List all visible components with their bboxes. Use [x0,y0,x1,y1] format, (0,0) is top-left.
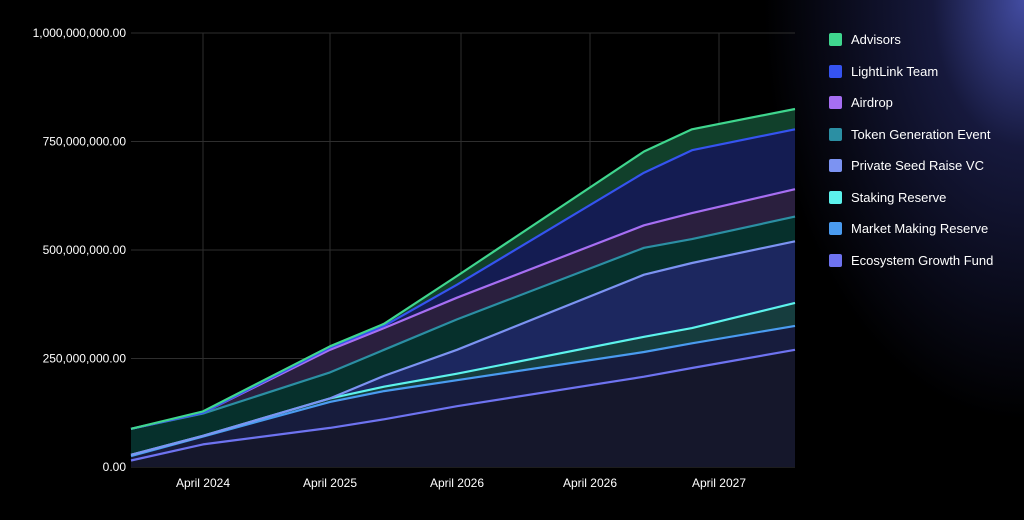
legend-swatch-lightlink-team [829,64,842,78]
legend-swatch-airdrop [829,96,842,110]
legend-swatch-market-making-reserve [829,222,842,236]
legend-label: Staking Reserve [851,189,947,205]
legend-label: Private Seed Raise VC [851,158,984,174]
legend-item-advisors[interactable]: Advisors [829,24,993,56]
line-private-seed-raise-vc [130,240,796,456]
x-tick-label: April 2024 [176,476,230,490]
line-advisors [130,107,796,430]
legend-label: Airdrop [851,95,893,111]
x-tick-label: April 2026 [563,476,617,490]
series-lines [130,107,796,462]
legend-item-ecosystem-growth-fund[interactable]: Ecosystem Growth Fund [829,245,993,277]
line-token-generation-event [130,215,796,430]
legend-label: Market Making Reserve [851,221,989,237]
x-tick-label: April 2026 [430,476,484,490]
legend-item-lightlink-team[interactable]: LightLink Team [829,56,993,88]
area-fills [131,109,795,468]
legend-swatch-staking-reserve [829,190,842,204]
legend-item-airdrop[interactable]: Airdrop [829,87,993,119]
y-tick-label: 250,000,000.00 [43,352,127,366]
y-tick-label: 0.00 [103,460,127,474]
legend-swatch-token-generation-event [829,127,842,141]
axes: 0.00 250,000,000.00 500,000,000.00 750,000,… [33,26,747,490]
legend-label: Advisors [851,32,901,48]
line-market-making-reserve [130,324,796,458]
legend-label: LightLink Team [851,63,939,79]
legend-swatch-advisors [829,33,842,47]
y-tick-label: 750,000,000.00 [43,135,127,149]
legend-item-staking-reserve[interactable]: Staking Reserve [829,182,993,214]
legend: Advisors LightLink Team Airdrop Token Ge… [829,24,993,276]
line-lightlink-team [130,128,796,430]
x-tick-label: April 2027 [692,476,746,490]
x-tick-label: April 2025 [303,476,357,490]
y-tick-label: 500,000,000.00 [43,243,127,257]
y-tick-label: 1,000,000,000.00 [33,26,127,40]
legend-item-token-generation-event[interactable]: Token Generation Event [829,119,993,151]
line-ecosystem-growth-fund [130,348,796,462]
legend-item-private-seed-raise-vc[interactable]: Private Seed Raise VC [829,150,993,182]
legend-label: Ecosystem Growth Fund [851,252,994,268]
legend-swatch-private-seed-raise-vc [829,159,842,173]
legend-swatch-ecosystem-growth-fund [829,253,842,267]
legend-item-market-making-reserve[interactable]: Market Making Reserve [829,213,993,245]
legend-label: Token Generation Event [851,126,991,142]
